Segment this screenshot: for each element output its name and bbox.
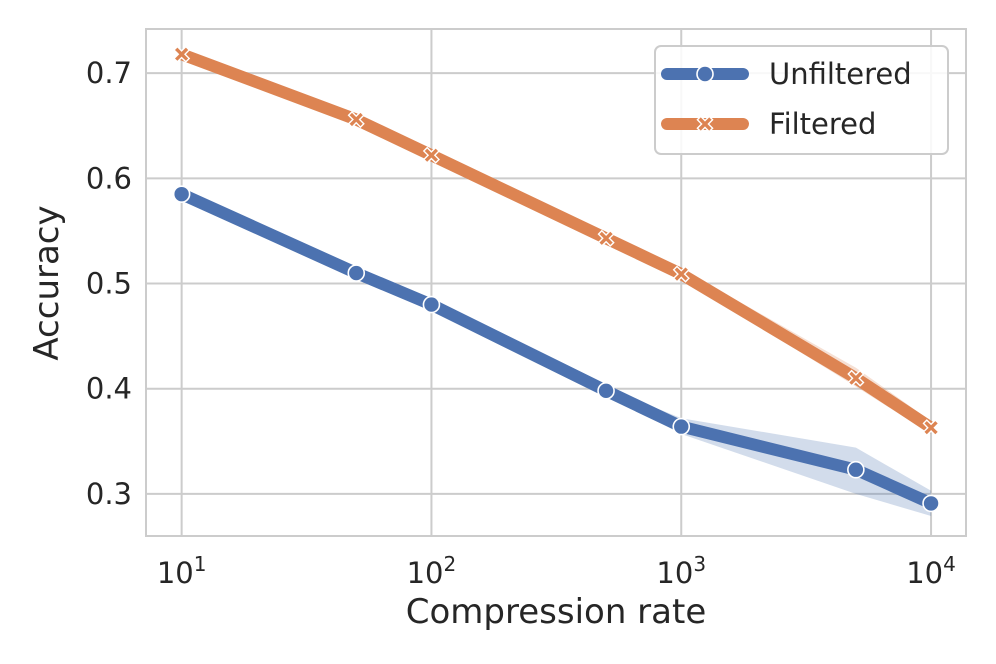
y-axis-title: Accuracy <box>27 205 67 360</box>
x-tick-label: 102 <box>407 552 457 590</box>
y-tick-label: 0.7 <box>86 56 132 90</box>
filtered-point <box>173 45 191 63</box>
filtered-point <box>922 419 940 437</box>
unfiltered-point <box>347 264 366 282</box>
filtered-point <box>347 110 365 129</box>
tick-labels: 101 102 103 104 0.3 0.4 0.5 0.6 0.7 <box>86 56 956 590</box>
legend-filtered-marker <box>696 115 714 133</box>
series-markers <box>172 45 940 513</box>
y-tick-label: 0.3 <box>86 477 132 511</box>
legend-unfiltered-label: Unfiltered <box>769 57 912 91</box>
unfiltered-point <box>922 494 940 513</box>
y-tick-label: 0.4 <box>86 372 132 406</box>
unfiltered-confidence-band <box>181 192 932 516</box>
filtered-point <box>672 265 690 283</box>
unfiltered-point <box>172 185 191 203</box>
x-tick-label: 103 <box>656 552 706 590</box>
legend: Unfiltered Filtered <box>654 45 949 155</box>
plot-frame <box>145 28 967 537</box>
unfiltered-point <box>672 417 691 436</box>
y-tick-label: 0.5 <box>86 267 132 301</box>
unfiltered-point <box>597 382 615 400</box>
unfiltered-point <box>422 295 441 314</box>
legend-unfiltered-marker <box>696 65 714 83</box>
filtered-point <box>597 229 615 247</box>
legend-filtered-label: Filtered <box>769 107 876 141</box>
unfiltered-point <box>847 460 865 479</box>
filtered-point <box>422 146 440 164</box>
filtered-point <box>847 369 865 387</box>
x-tick-label: 104 <box>906 552 956 590</box>
x-tick-label: 101 <box>157 552 207 590</box>
y-tick-label: 0.6 <box>86 161 132 195</box>
x-axis-title: Compression rate <box>406 592 707 632</box>
confidence-bands <box>181 52 932 516</box>
